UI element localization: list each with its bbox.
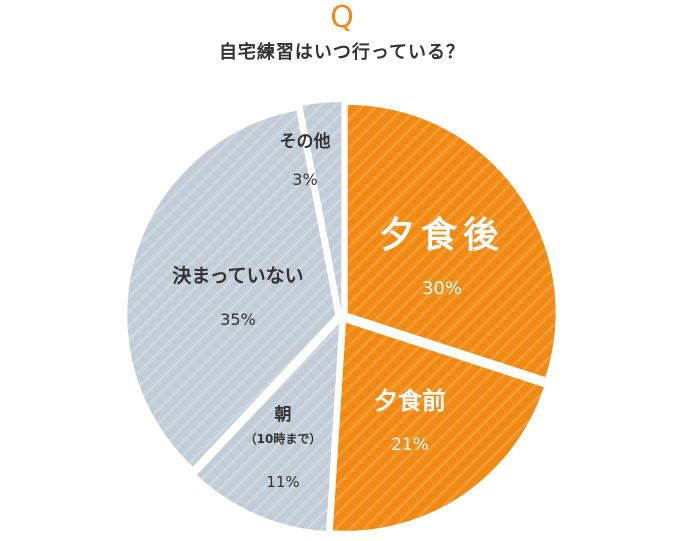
slice-label-morning: 朝 [275, 404, 292, 425]
slice-label-undecided: 決まっていない [172, 265, 303, 287]
pie-slice-other [302, 102, 342, 311]
slice-label-other: その他 [280, 131, 331, 152]
slice-sublabel-morning: （10時まで） [245, 431, 322, 446]
slice-value-morning: 11% [266, 473, 299, 491]
chart-title: 自宅練習はいつ行っている？ [218, 42, 466, 63]
slice-value-other: 3% [292, 170, 317, 189]
pie-slice-after-dinner [347, 104, 556, 378]
slice-value-undecided: 35% [220, 310, 256, 329]
pie-slice-before-dinner [332, 322, 544, 531]
slice-value-after-dinner: 30% [422, 278, 462, 299]
slice-label-after-dinner: 夕食後 [379, 215, 505, 256]
q-mark: Q [330, 0, 354, 35]
slice-label-before-dinner: 夕食前 [374, 387, 446, 415]
pie-slice-undecided [127, 110, 336, 467]
slice-value-before-dinner: 21% [391, 435, 429, 455]
pie-slice-morning [196, 323, 340, 532]
